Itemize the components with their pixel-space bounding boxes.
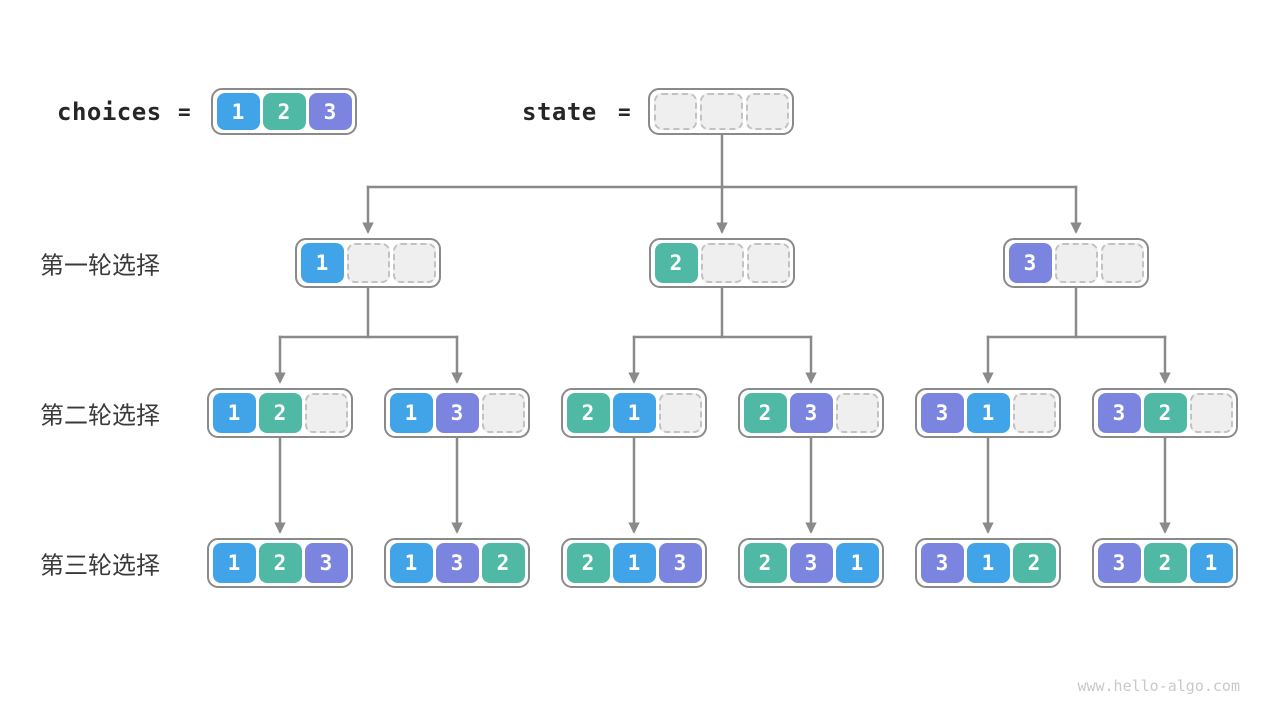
- cell-value-3: 3: [1097, 393, 1141, 433]
- cell-value-2: 2: [258, 543, 302, 583]
- cell-value-1: 1: [966, 393, 1010, 433]
- state-array: [648, 88, 794, 135]
- cell-empty: [658, 393, 702, 433]
- state-equals-sign: =: [618, 100, 631, 124]
- watermark: www.hello-algo.com: [1077, 677, 1240, 695]
- cell-value-3: 3: [435, 543, 479, 583]
- cell-empty: [699, 93, 743, 130]
- cell-value-2: 2: [1012, 543, 1056, 583]
- node-round1-2: 2: [649, 238, 795, 288]
- cell-value-1: 1: [389, 393, 433, 433]
- cell-empty: [392, 243, 436, 283]
- cell-value-1: 1: [389, 543, 433, 583]
- cell-value-1: 1: [966, 543, 1010, 583]
- cell-value-2: 2: [566, 393, 610, 433]
- cell-value-2: 2: [1143, 393, 1187, 433]
- cell-value-2: 2: [566, 543, 610, 583]
- cell-value-3: 3: [435, 393, 479, 433]
- choices-equals-sign: =: [178, 100, 191, 124]
- cell-value-1: 1: [300, 243, 344, 283]
- cell-value-2: 2: [481, 543, 525, 583]
- cell-value-3: 3: [1097, 543, 1141, 583]
- cell-value-2: 2: [1143, 543, 1187, 583]
- cell-value-1: 1: [612, 543, 656, 583]
- cell-empty: [835, 393, 879, 433]
- cell-empty: [746, 243, 790, 283]
- cell-value-3: 3: [1008, 243, 1052, 283]
- cell-value-2: 2: [743, 543, 787, 583]
- cell-value-1: 1: [1189, 543, 1233, 583]
- cell-empty: [346, 243, 390, 283]
- state-label: state: [522, 98, 597, 126]
- round-1-label: 第一轮选择: [40, 251, 160, 280]
- cell-value-1: 1: [212, 543, 256, 583]
- cell-value-2: 2: [743, 393, 787, 433]
- cell-value-3: 3: [658, 543, 702, 583]
- cell-empty: [653, 93, 697, 130]
- cell-empty: [1100, 243, 1144, 283]
- cell-empty: [1054, 243, 1098, 283]
- cell-value-1: 1: [216, 93, 260, 130]
- cell-empty: [1189, 393, 1233, 433]
- node-round1-1: 1: [295, 238, 441, 288]
- cell-empty: [304, 393, 348, 433]
- round-2-label: 第二轮选择: [40, 401, 160, 430]
- cell-value-1: 1: [212, 393, 256, 433]
- choices-label: choices: [57, 98, 162, 126]
- cell-value-2: 2: [258, 393, 302, 433]
- cell-empty: [481, 393, 525, 433]
- cell-empty: [1012, 393, 1056, 433]
- cell-value-3: 3: [920, 393, 964, 433]
- cell-value-3: 3: [789, 543, 833, 583]
- cell-value-3: 3: [304, 543, 348, 583]
- cell-value-2: 2: [262, 93, 306, 130]
- cell-value-1: 1: [612, 393, 656, 433]
- cell-value-3: 3: [920, 543, 964, 583]
- cell-value-3: 3: [308, 93, 352, 130]
- cell-value-3: 3: [789, 393, 833, 433]
- cell-empty: [745, 93, 789, 130]
- cell-empty: [700, 243, 744, 283]
- round-3-label: 第三轮选择: [40, 551, 160, 580]
- cell-value-1: 1: [835, 543, 879, 583]
- cell-value-2: 2: [654, 243, 698, 283]
- node-round1-3: 3: [1003, 238, 1149, 288]
